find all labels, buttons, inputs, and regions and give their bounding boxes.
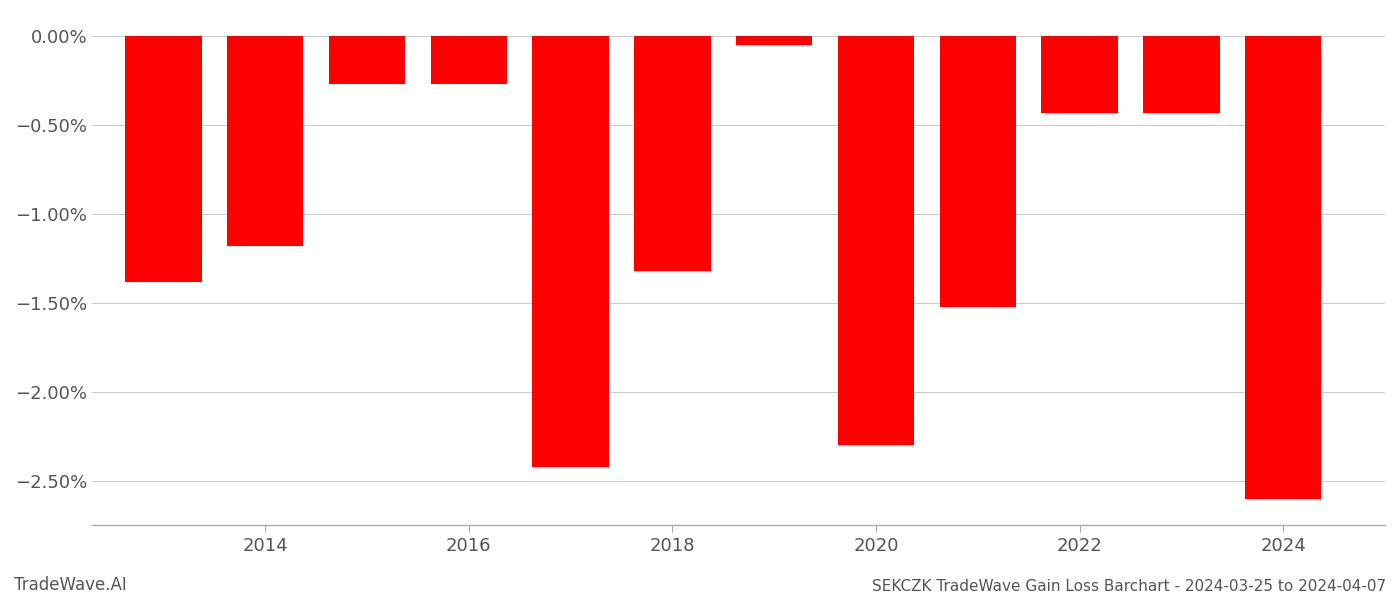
Bar	[1144, 37, 1219, 113]
Bar	[431, 37, 507, 85]
Bar	[837, 37, 914, 445]
Bar	[125, 37, 202, 281]
Bar	[329, 37, 405, 85]
Bar	[736, 37, 812, 45]
Bar	[532, 37, 609, 467]
Bar	[634, 37, 711, 271]
Text: TradeWave.AI: TradeWave.AI	[14, 576, 127, 594]
Bar	[1042, 37, 1117, 113]
Bar	[939, 37, 1016, 307]
Bar	[1245, 37, 1322, 499]
Bar	[227, 37, 304, 246]
Text: SEKCZK TradeWave Gain Loss Barchart - 2024-03-25 to 2024-04-07: SEKCZK TradeWave Gain Loss Barchart - 20…	[872, 579, 1386, 594]
